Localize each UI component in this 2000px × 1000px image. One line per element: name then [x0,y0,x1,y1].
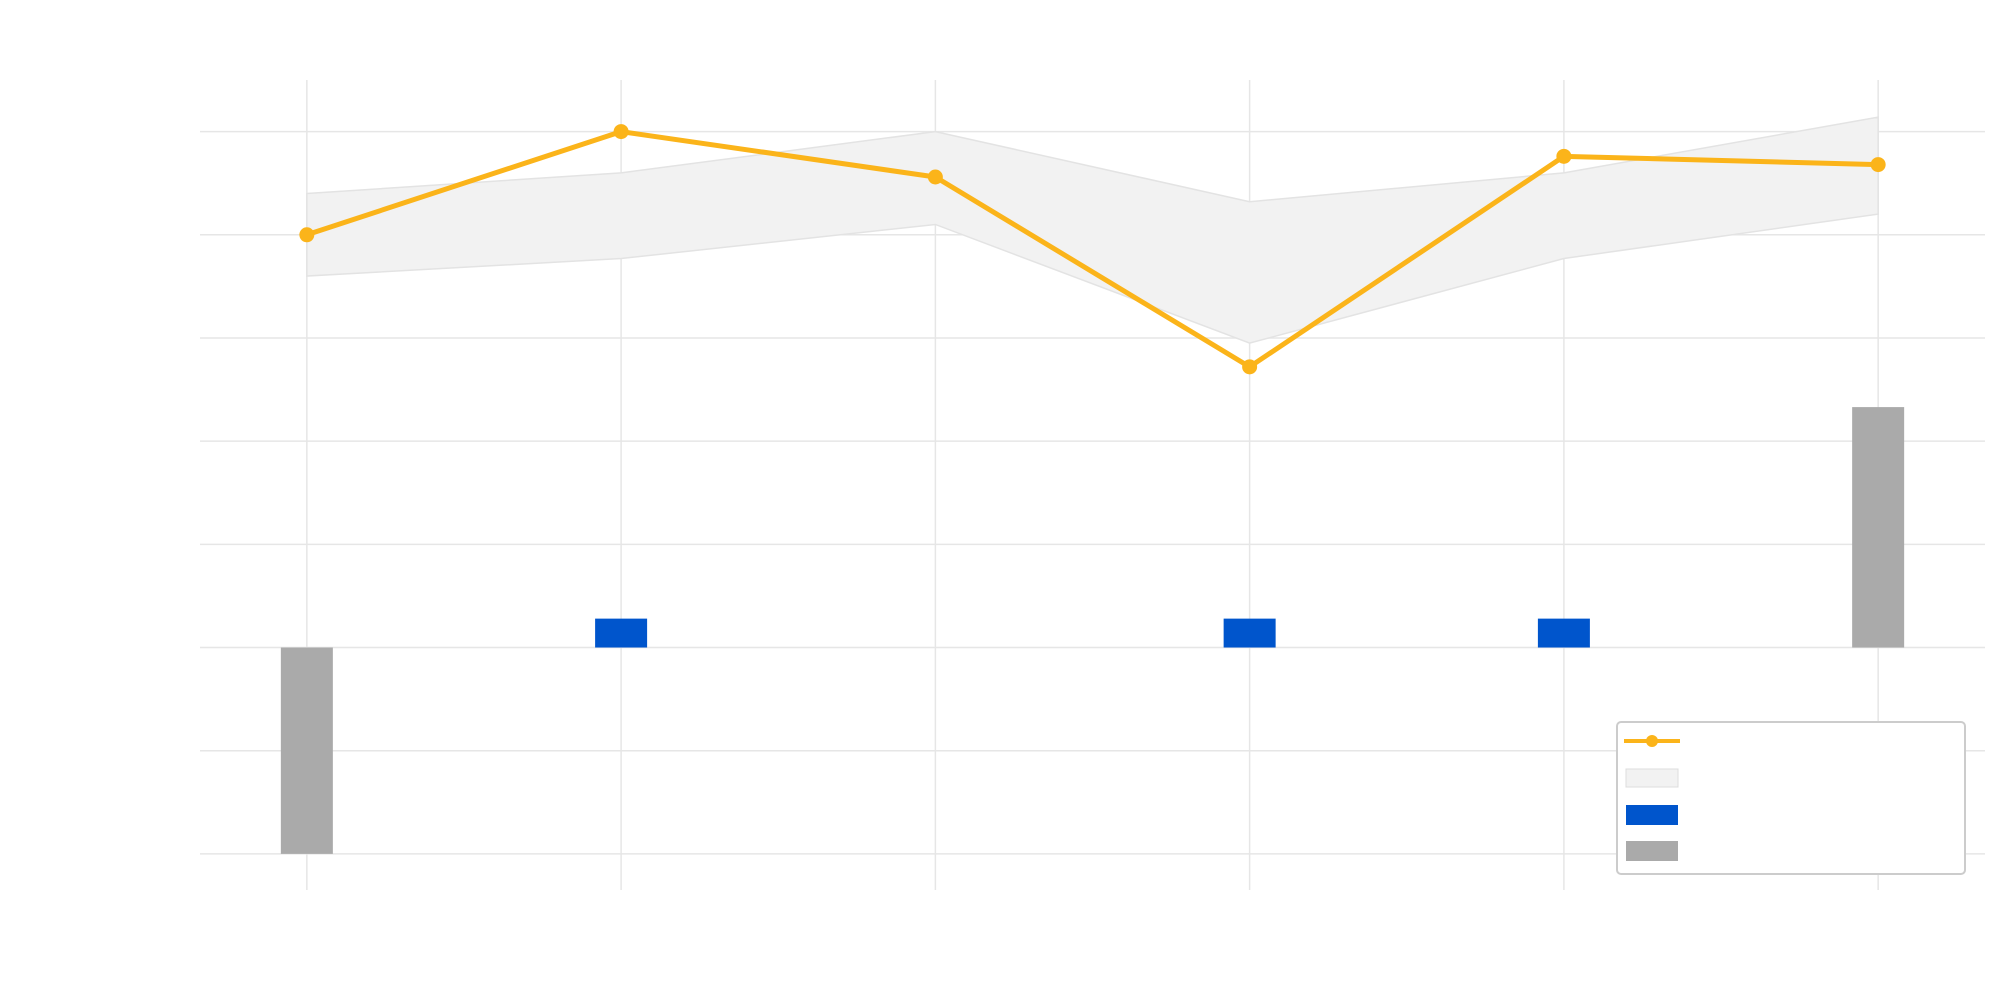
data-point-0 [299,227,315,243]
data-point-5 [1870,157,1886,173]
bar-2-1 [595,618,648,648]
legend-swatch-gray-bar [1626,841,1678,861]
data-point-3 [1242,359,1258,375]
legend-swatch-band [1625,768,1679,788]
data-point-1 [613,124,629,140]
data-point-2 [927,169,943,185]
bar-3-0 [280,647,333,854]
line-series [299,124,1886,375]
legend [1616,721,1966,875]
legend-swatch-blue-bar [1626,805,1678,825]
legend-entry-band [1625,768,1679,788]
legend-frame [1616,721,1966,875]
legend-entry-line [1624,735,1680,747]
bar-3-5 [1852,407,1905,648]
bar-2-4 [1537,618,1590,648]
band-area [306,116,1879,344]
bars [280,407,1905,854]
bar-2-3 [1223,618,1276,648]
legend-entry-gray-bars [1626,841,1678,861]
data-point-4 [1556,148,1572,164]
legend-swatch-marker [1646,735,1658,747]
confidence-band [306,116,1879,344]
legend-entry-blue-bars [1626,805,1678,825]
series-line [306,129,1879,370]
